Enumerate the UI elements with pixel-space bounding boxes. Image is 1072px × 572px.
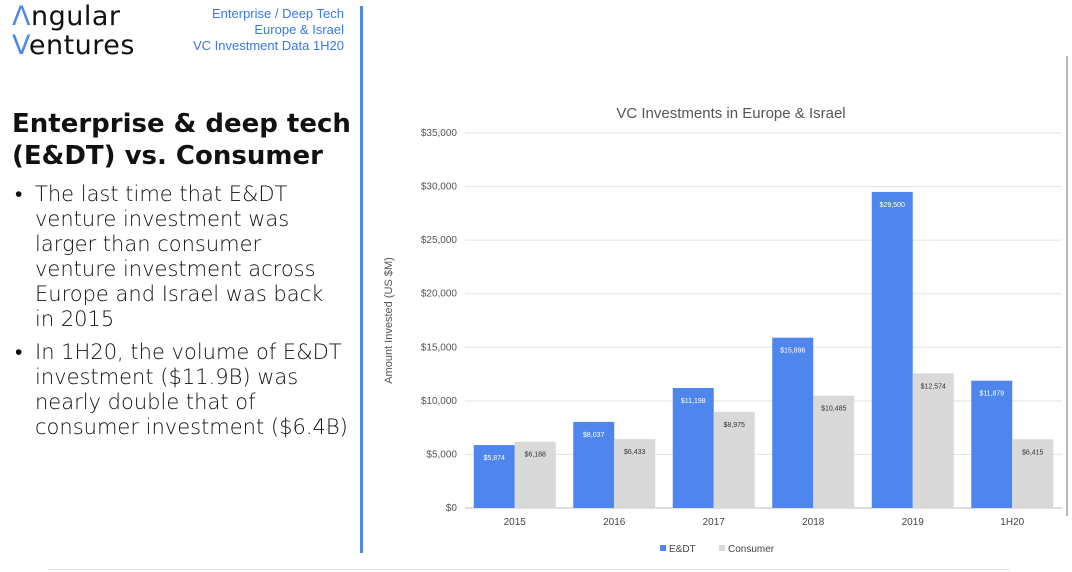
bullet-item: • The last time that E&DT venture investm… [15, 182, 324, 331]
y-tick-label: $20,000 [421, 289, 458, 300]
bar-edt [871, 191, 913, 508]
bullet-item: • In 1H20, the volume of E&DT investment … [15, 340, 348, 439]
y-tick-label: $10,000 [421, 396, 458, 407]
bar-consumer [514, 441, 556, 508]
y-tick-label: $15,000 [421, 342, 458, 353]
data-label: $11,879 [979, 391, 1004, 398]
data-label: $15,896 [780, 348, 805, 355]
x-tick-label: 1H20 [1000, 517, 1024, 528]
legend-swatch [660, 545, 666, 551]
logo-line-1: Λngular [12, 1, 121, 32]
y-axis-label: Amount Invested (US $M) [383, 257, 395, 384]
data-label: $6,188 [525, 452, 547, 459]
y-tick-label: $35,000 [421, 128, 458, 139]
x-tick-label: 2017 [703, 517, 726, 528]
data-label: $12,574 [921, 383, 946, 390]
x-tick-label: 2016 [603, 517, 626, 528]
data-label: $5,874 [484, 455, 506, 462]
bar-edt [971, 380, 1013, 508]
y-tick-label: $5,000 [426, 449, 457, 460]
data-label: $8,975 [724, 422, 746, 429]
data-label: $11,198 [681, 398, 706, 405]
vc-investment-bar-chart: VC Investments in Europe & Israel $0 $5,00… [383, 105, 1062, 555]
data-label: $8,037 [583, 432, 605, 439]
bar-consumer [912, 373, 954, 508]
x-tick-label: 2015 [504, 517, 527, 528]
bar-edt [672, 388, 714, 508]
x-tick-label: 2019 [902, 517, 925, 528]
report-tagline: Enterprise / Deep Tech Europe & Israel V… [144, 6, 344, 54]
data-label: $10,485 [821, 406, 846, 413]
bar-consumer [813, 395, 855, 508]
bar-consumer [614, 439, 656, 508]
angular-ventures-logo: Λngular Ventures [12, 2, 135, 60]
bullet-list: • The last time that E&DT venture investm… [12, 182, 348, 448]
y-tick-label: $30,000 [421, 182, 458, 193]
x-tick-label: 2018 [802, 517, 825, 528]
bar-edt [473, 445, 515, 508]
slide-heading: Enterprise & deep tech (E&DT) vs. Consum… [12, 109, 351, 171]
tagline-line: Europe & Israel [254, 22, 344, 37]
legend-label: Consumer [728, 544, 775, 555]
bullet-text: The last time that E&DT venture investme… [35, 182, 324, 331]
bar-edt [573, 421, 615, 508]
vertical-divider [360, 6, 363, 553]
legend-label: E&DT [669, 544, 696, 555]
bar-edt [772, 337, 814, 508]
bullet-text: In 1H20, the volume of E&DT investment (… [35, 340, 348, 439]
tagline-line: Enterprise / Deep Tech [212, 6, 344, 21]
bar-consumer [713, 411, 755, 508]
legend-swatch [719, 545, 725, 551]
y-tick-label: $25,000 [421, 235, 458, 246]
chart-title: VC Investments in Europe & Israel [616, 105, 845, 122]
tagline-line: VC Investment Data 1H20 [192, 38, 344, 53]
bottom-rule [48, 569, 1010, 570]
right-edge-line [1066, 56, 1068, 516]
data-label: $6,433 [624, 449, 646, 456]
y-tick-label: $0 [446, 503, 458, 514]
data-label: $29,500 [880, 202, 905, 209]
data-label: $6,415 [1022, 449, 1044, 456]
logo-line-2: Ventures [12, 30, 135, 61]
bar-consumer [1012, 439, 1054, 508]
